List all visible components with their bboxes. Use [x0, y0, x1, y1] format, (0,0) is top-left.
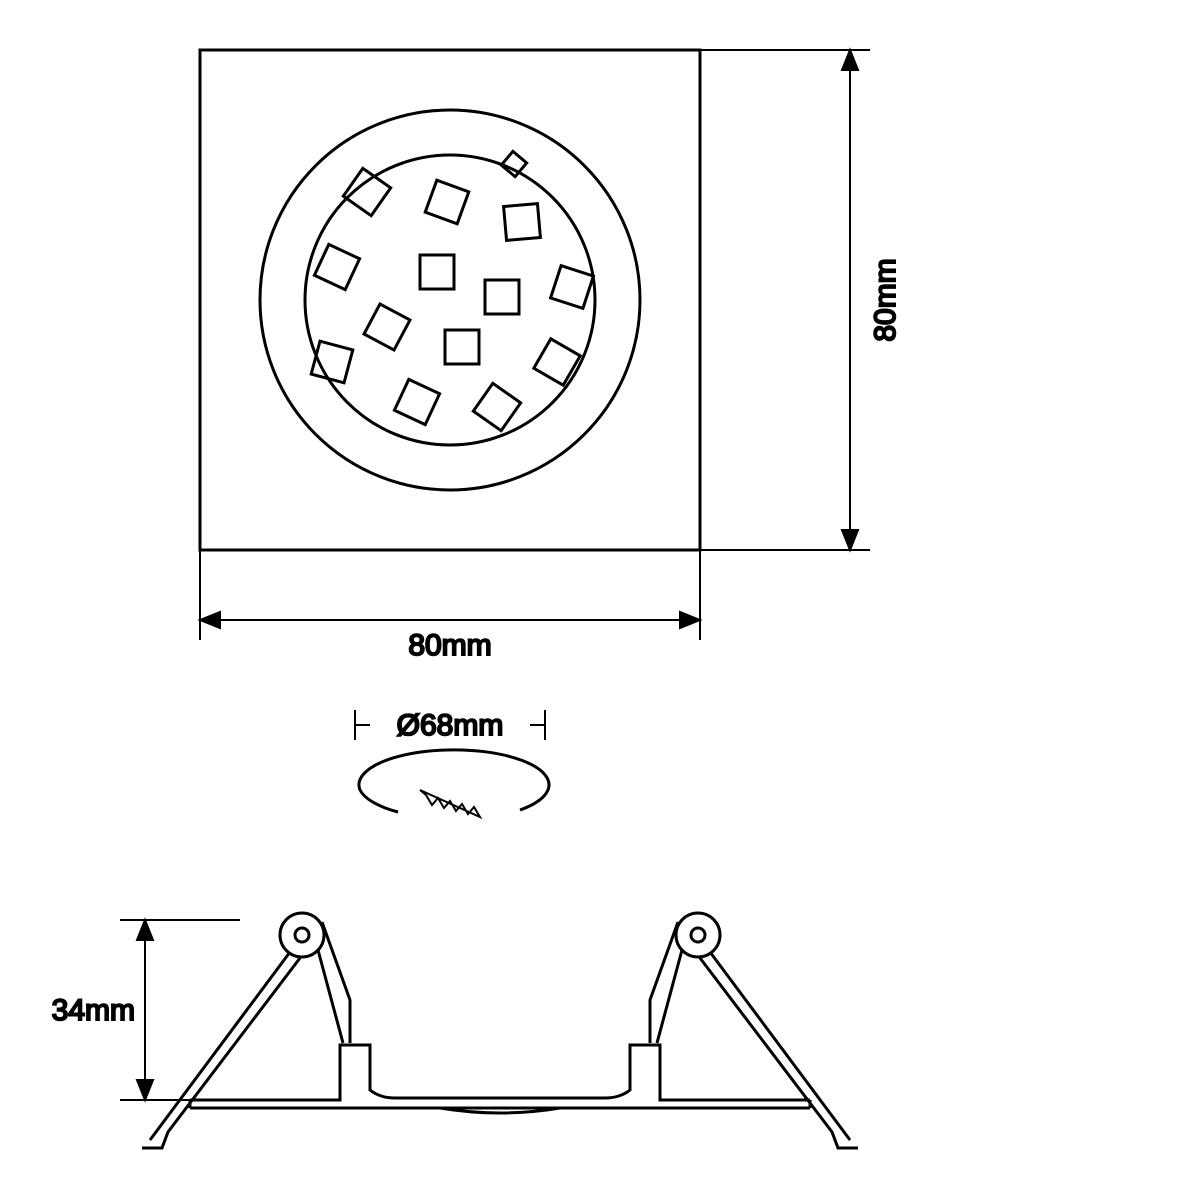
dim-width: 80mm	[200, 550, 700, 662]
dim-width-label: 80mm	[408, 629, 491, 662]
side-view: 34mm	[52, 913, 858, 1148]
dim-depth-label: 34mm	[52, 994, 135, 1027]
dim-height: 80mm	[700, 50, 902, 550]
top-view: 80mm 80mm	[200, 50, 902, 662]
cutout-label: Ø68mm	[397, 709, 504, 742]
cutout-view: Ø68mm	[355, 709, 549, 817]
dim-height-label: 80mm	[869, 258, 902, 341]
technical-drawing: 80mm 80mm Ø68mm	[0, 0, 1200, 1200]
